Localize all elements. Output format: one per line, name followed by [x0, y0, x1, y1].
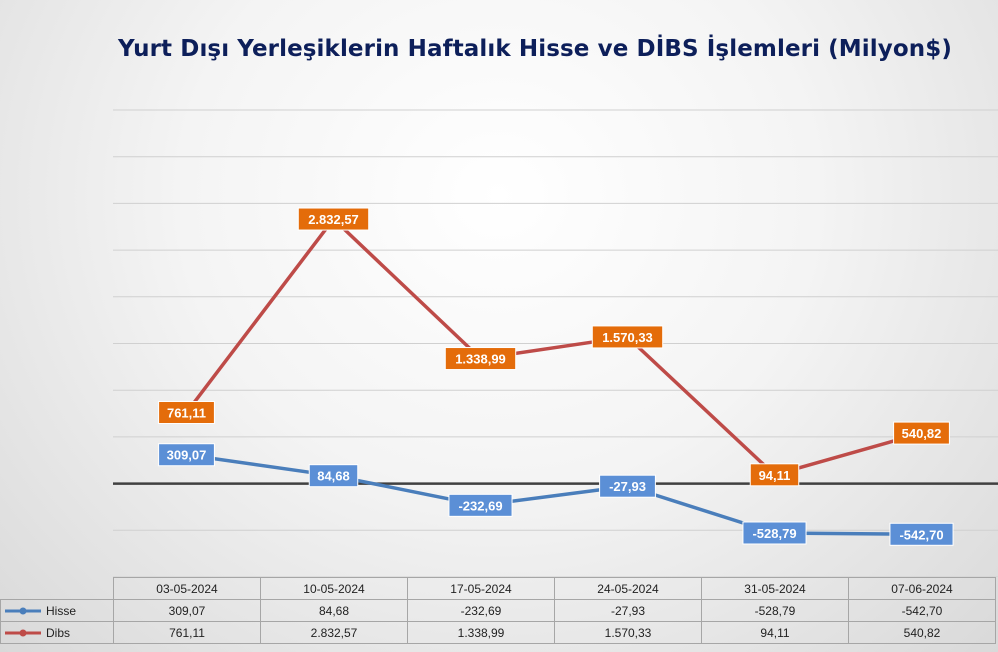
category-label: 03-05-2024 [113, 577, 261, 600]
data-label-text: -232,69 [458, 498, 502, 513]
data-label-text: -528,79 [752, 526, 796, 541]
data-label-text: 540,82 [902, 426, 942, 441]
series-lines [175, 208, 933, 546]
data-label-dibs: 1.338,99 [444, 347, 517, 371]
data-label-dibs: 540,82 [893, 421, 950, 445]
legend-label: Hisse [46, 603, 77, 618]
data-label-dibs: 761,11 [158, 401, 215, 425]
data-table-row-hisse: Hisse 309,07 84,68 -232,69 -27,93 -528,7… [0, 599, 996, 622]
data-label-box [444, 347, 517, 371]
data-label-text: -542,70 [899, 527, 943, 542]
data-labels: 309,07 84,68 -232,69 -27,93 -528,79 -542,70 76… [158, 207, 954, 546]
table-cell: 2.832,57 [260, 621, 408, 644]
data-label-text: 1.570,33 [602, 330, 653, 345]
category-label: 10-05-2024 [260, 577, 408, 600]
data-label-text: 2.832,57 [308, 212, 359, 227]
data-table-row-dibs: Dibs 761,11 2.832,57 1.338,99 1.570,33 9… [0, 621, 996, 644]
data-table-corner [0, 577, 114, 600]
data-label-hisse: -542,70 [889, 522, 954, 546]
data-label-box [591, 325, 664, 349]
data-label-box [158, 443, 215, 467]
data-label-dibs: 1.570,33 [591, 325, 664, 349]
table-cell: 84,68 [260, 599, 408, 622]
category-label: 17-05-2024 [407, 577, 555, 600]
data-label-box [893, 421, 950, 445]
legend-entry-hisse: Hisse [0, 599, 114, 622]
data-label-box [308, 464, 359, 488]
table-cell: 540,82 [848, 621, 996, 644]
table-cell: 1.338,99 [407, 621, 555, 644]
table-cell: -528,79 [701, 599, 849, 622]
data-label-dibs: 2.832,57 [297, 207, 370, 231]
category-label: 07-06-2024 [848, 577, 996, 600]
data-label-box [448, 493, 513, 517]
table-cell: 1.570,33 [554, 621, 702, 644]
legend-key-dibs-icon [5, 629, 41, 637]
category-label: 24-05-2024 [554, 577, 702, 600]
data-label-box [749, 463, 800, 487]
data-label-text: -27,93 [609, 479, 646, 494]
data-label-dibs: 94,11 [749, 463, 800, 487]
data-label-hisse: -27,93 [599, 474, 656, 498]
data-label-box [742, 521, 807, 545]
data-label-hisse: 84,68 [308, 464, 359, 488]
data-label-hisse: -232,69 [448, 493, 513, 517]
grid-lines [113, 109, 998, 577]
data-label-text: 309,07 [167, 448, 207, 463]
data-label-hisse: 309,07 [158, 443, 215, 467]
data-label-text: 761,11 [167, 406, 206, 421]
data-table-header-row: 03-05-2024 10-05-2024 17-05-2024 24-05-2… [0, 577, 996, 600]
data-table: 03-05-2024 10-05-2024 17-05-2024 24-05-2… [0, 577, 996, 644]
table-cell: -232,69 [407, 599, 555, 622]
data-label-box [158, 401, 215, 425]
data-label-text: 1.338,99 [455, 352, 506, 367]
legend-entry-dibs: Dibs [0, 621, 114, 644]
data-label-text: 84,68 [317, 469, 350, 484]
data-label-box [599, 474, 656, 498]
table-cell: 309,07 [113, 599, 261, 622]
table-cell: 94,11 [701, 621, 849, 644]
table-cell: 761,11 [113, 621, 261, 644]
data-label-box [889, 522, 954, 546]
legend-label: Dibs [46, 625, 71, 640]
line-chart-plot: 309,07 84,68 -232,69 -27,93 -528,79 -542,70 76… [113, 109, 998, 577]
legend-key-hisse-icon [5, 607, 41, 615]
table-cell: -542,70 [848, 599, 996, 622]
data-label-text: 94,11 [759, 468, 791, 483]
series-line-hisse [186, 453, 922, 537]
chart-title: Yurt Dışı Yerleşiklerin Haftalık Hisse v… [118, 36, 952, 62]
data-label-box [297, 207, 370, 231]
table-cell: -27,93 [554, 599, 702, 622]
data-label-hisse: -528,79 [742, 521, 807, 545]
category-label: 31-05-2024 [701, 577, 849, 600]
